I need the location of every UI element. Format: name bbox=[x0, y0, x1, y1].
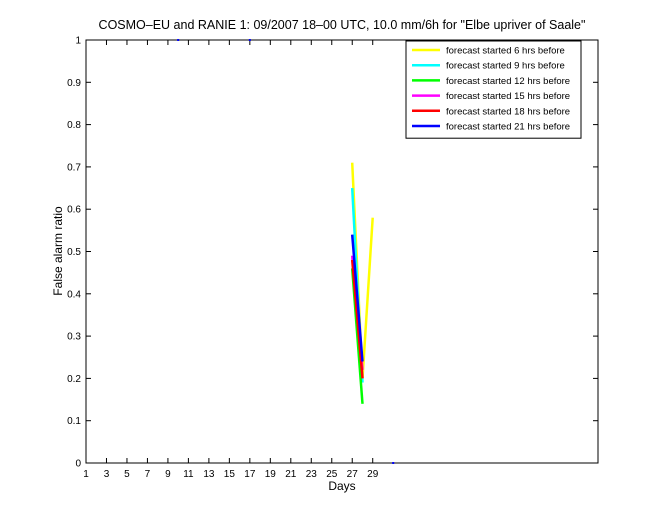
x-tick-label: 29 bbox=[367, 469, 379, 480]
legend-label-4: forecast started 15 hrs before bbox=[446, 91, 570, 102]
x-axis-label: Days bbox=[328, 479, 355, 493]
x-tick-label: 11 bbox=[183, 469, 194, 480]
data-point-marker bbox=[248, 39, 251, 41]
y-tick-label: 0.3 bbox=[67, 332, 81, 343]
x-tick-label: 25 bbox=[326, 469, 338, 480]
y-tick-label: 1 bbox=[75, 36, 81, 47]
x-tick-label: 3 bbox=[104, 469, 110, 480]
chart-title: COSMO–EU and RANIE 1: 09/2007 18–00 UTC,… bbox=[99, 18, 586, 32]
x-tick-label: 17 bbox=[244, 469, 256, 480]
y-tick-label: 0.5 bbox=[67, 247, 81, 258]
plot-area: 00.10.20.30.40.50.60.70.80.911 3 5 7 9 11 13 15… bbox=[67, 36, 599, 480]
y-axis-label: False alarm ratio bbox=[51, 206, 65, 296]
data-point-marker bbox=[392, 462, 395, 464]
x-tick-label: 1 bbox=[83, 469, 89, 480]
x-tick-label: 23 bbox=[306, 469, 318, 480]
y-tick-label: 0.1 bbox=[67, 416, 81, 427]
data-point-marker bbox=[177, 39, 180, 41]
y-tick-label: 0.6 bbox=[67, 205, 81, 216]
legend-label-5: forecast started 18 hrs before bbox=[446, 106, 570, 117]
legend-box bbox=[405, 40, 582, 139]
series-line-6 bbox=[350, 234, 364, 362]
y-tick-label: 0.9 bbox=[67, 78, 81, 89]
x-tick-label: 9 bbox=[165, 469, 171, 480]
series-line-5 bbox=[350, 259, 364, 379]
x-tick-label: 5 bbox=[124, 469, 130, 480]
legend-label-6: forecast started 21 hrs before bbox=[446, 122, 570, 133]
x-tick-label: 7 bbox=[145, 469, 151, 480]
y-tick-label: 0.4 bbox=[67, 289, 81, 300]
x-tick-label: 13 bbox=[203, 469, 215, 480]
y-tick-label: 0.8 bbox=[67, 120, 81, 131]
legend-label-2: forecast started 9 hrs before bbox=[446, 61, 565, 72]
x-tick-label: 27 bbox=[347, 469, 359, 480]
x-tick-label: 19 bbox=[265, 469, 277, 480]
y-tick-label: 0.2 bbox=[67, 374, 81, 385]
y-tick-label: 0 bbox=[75, 459, 81, 470]
legend-label-1: forecast started 6 hrs before bbox=[446, 46, 565, 57]
x-tick-label: 21 bbox=[285, 469, 297, 480]
x-tick-label: 15 bbox=[224, 469, 236, 480]
y-tick-label: 0.7 bbox=[67, 162, 81, 173]
legend-label-3: forecast started 12 hrs before bbox=[446, 76, 570, 87]
legend: forecast started 6 hrs before forecast st… bbox=[405, 40, 582, 139]
